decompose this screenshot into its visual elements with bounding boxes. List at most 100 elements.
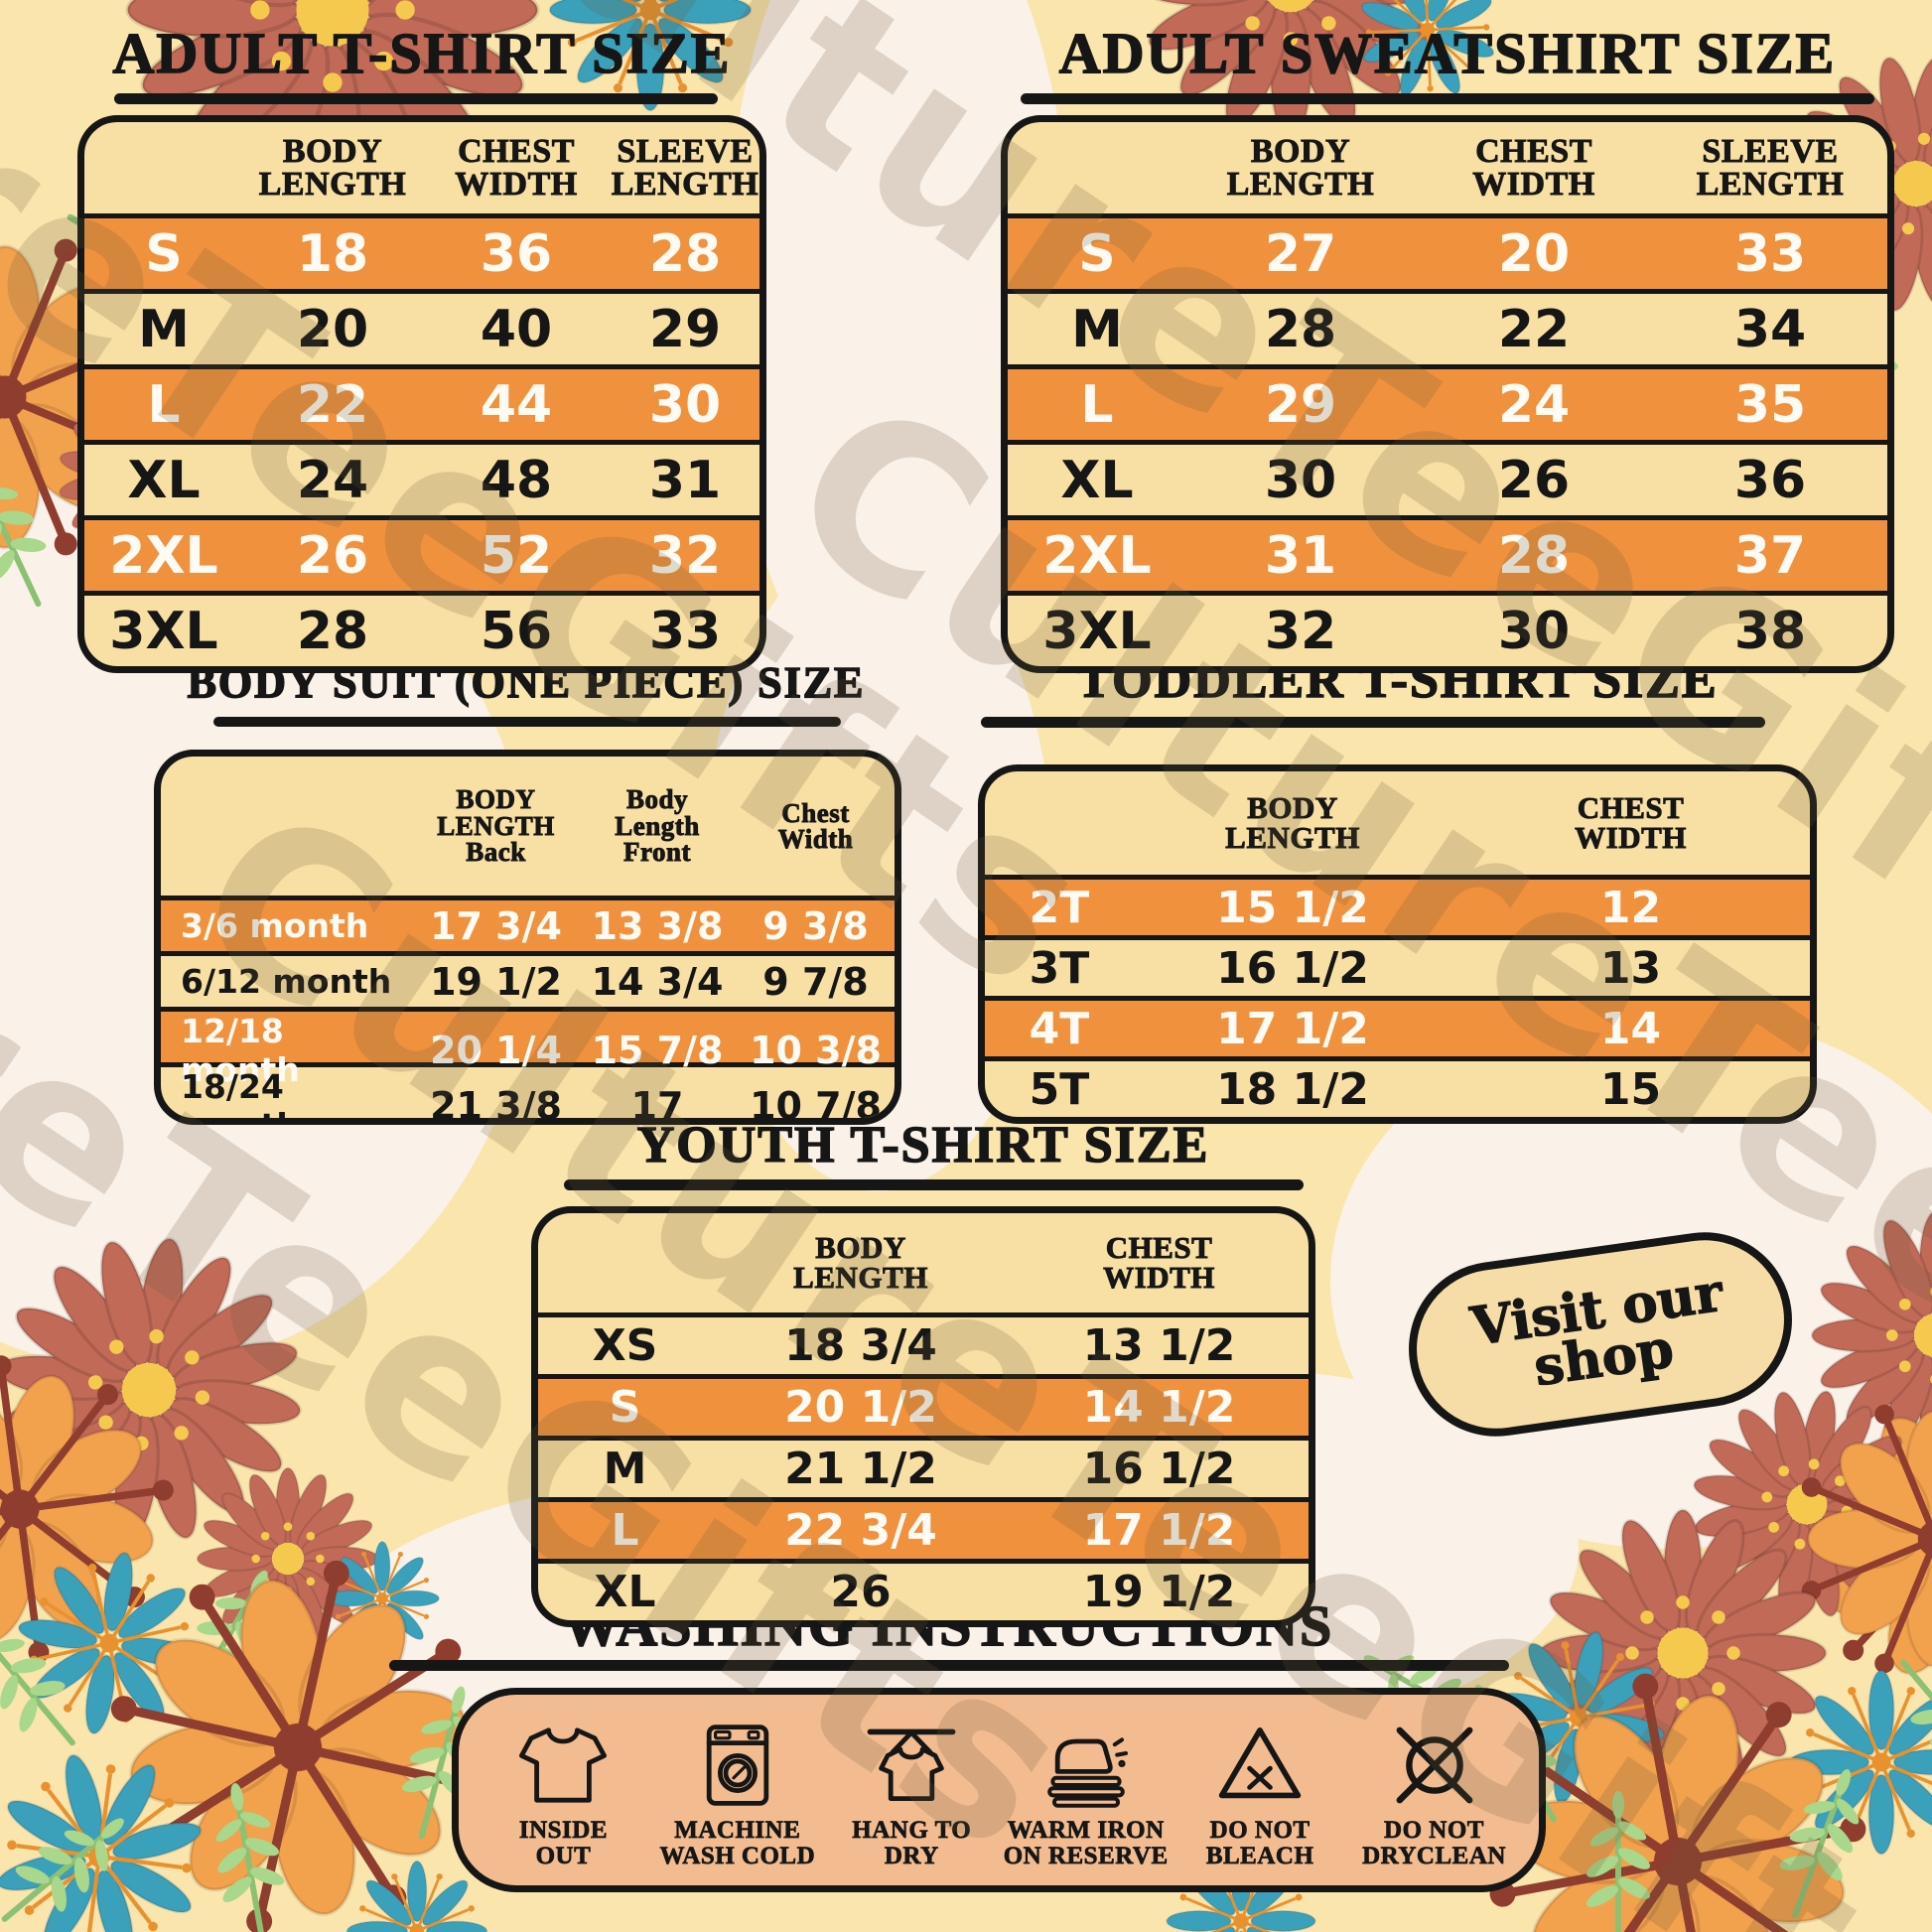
table-header-row: BODY LENGTH CHEST WIDTH SLEEVE LENGTH [1008,122,1887,213]
table-row: 3T 16 1/2 13 [985,935,1810,996]
size-label: 4T [1029,1003,1090,1054]
youth-table: BODY LENGTH CHEST WIDTH XS 18 3/4 13 1/2 S 20 … [531,1206,1315,1627]
wash-item-warm-iron: WARM IRON ON RESERVE [1001,1712,1172,1869]
size-value: 27 [1264,223,1337,284]
size-label: 3XL [1042,601,1152,661]
size-value: 22 3/4 [784,1505,937,1556]
table-row: 2T 15 1/2 12 [985,875,1810,935]
column-header: BODY LENGTH [1226,132,1375,203]
size-value: 13 1/2 [1082,1320,1236,1371]
size-value: 17 1/2 [1082,1505,1236,1556]
size-value: 17 1/2 [1216,1003,1369,1054]
size-value: 10 3/8 [750,1029,882,1072]
size-value: 9 3/8 [762,903,869,948]
size-value: 20 1/2 [784,1382,937,1433]
size-value: 44 [480,374,553,435]
column-header: BODY LENGTH [793,1229,928,1295]
size-value: 36 [1733,450,1807,510]
adult-sweatshirt-table: BODY LENGTH CHEST WIDTH SLEEVE LENGTH S 27 20… [1001,115,1894,673]
size-value: 40 [480,299,553,359]
table-header-row: BODY LENGTH CHEST WIDTH SLEEVE LENGTH [84,122,759,213]
size-value: 16 1/2 [1216,942,1369,994]
wash-label: HANG TO DRY [852,1816,972,1869]
size-value: 33 [1733,223,1807,284]
size-value: 15 [1599,1063,1662,1115]
size-label: 2T [1029,882,1090,933]
size-value: 28 [1264,299,1337,359]
washing-instructions-panel: INSIDE OUT MACHINE WASH COLD [452,1688,1546,1892]
badge-line-2: shop [1530,1317,1678,1399]
wash-item-inside-out: INSIDE OUT [478,1712,648,1869]
size-label: XS [592,1320,658,1371]
table-row: XL 24 48 31 [84,440,759,515]
size-label: S [145,223,183,284]
table-row: S 20 1/2 14 1/2 [538,1374,1309,1436]
bodysuit-table: BODY LENGTH Back Body Length Front Chest W… [154,750,901,1125]
title-underline [981,717,1765,728]
size-value: 20 [1497,223,1571,284]
table-row: M 28 22 34 [1008,289,1887,364]
column-header: BODY LENGTH [1225,789,1360,855]
size-value: 26 [1497,450,1571,510]
size-value: 30 [1264,450,1337,510]
size-value: 24 [1497,374,1571,435]
washing-machine-icon [690,1712,785,1813]
size-value: 56 [480,601,553,661]
size-value: 9 7/8 [762,959,869,1004]
size-value: 48 [480,450,553,510]
column-header: CHEST WIDTH [1575,789,1687,855]
size-value: 13 [1599,942,1662,994]
size-value: 18 [296,223,369,284]
size-value: 22 [296,374,369,435]
size-value: 17 3/4 [430,903,562,948]
size-value: 26 [830,1567,892,1617]
size-value: 26 [296,525,369,586]
title-underline [114,93,718,104]
size-value: 29 [648,299,722,359]
toddler-table: BODY LENGTH CHEST WIDTH 2T 15 1/2 12 3T 16 1/2… [978,764,1817,1124]
size-label: S [609,1382,641,1433]
size-label: L [147,374,181,435]
column-header: CHEST WIDTH [1472,132,1595,203]
column-header: BODY LENGTH [258,132,407,203]
size-value: 12 [1599,882,1662,933]
table-row: 2XL 26 52 32 [84,515,759,591]
wash-item-no-bleach: DO NOT BLEACH [1174,1712,1345,1869]
size-value: 35 [1733,374,1807,435]
size-value: 32 [1264,601,1337,661]
wash-label: MACHINE WASH COLD [659,1816,816,1869]
table-row: L 29 24 35 [1008,364,1887,440]
table-header-row: BODY LENGTH CHEST WIDTH [538,1213,1309,1312]
size-value: 15 7/8 [591,1029,724,1072]
adult-tshirt-title: ADULT T-SHIRT SIZE [112,20,732,86]
size-value: 21 3/8 [430,1084,562,1125]
do-not-bleach-icon [1212,1712,1308,1813]
size-label: M [138,299,190,359]
size-label: XL [1060,450,1134,510]
size-label: L [1080,374,1114,435]
size-value: 37 [1733,525,1807,586]
table-header-row: BODY LENGTH Back Body Length Front Chest W… [161,757,895,896]
wash-item-no-dryclean: DO NOT DRYCLEAN [1349,1712,1520,1869]
wash-label: DO NOT BLEACH [1205,1816,1314,1869]
hang-to-dry-icon [864,1712,959,1813]
table-row: S 27 20 33 [1008,213,1887,289]
size-label: 3T [1029,942,1090,994]
size-value: 28 [1497,525,1571,586]
size-value: 18 3/4 [784,1320,937,1371]
size-value: 21 1/2 [784,1444,937,1494]
title-underline [1021,93,1874,104]
wash-label: WARM IRON ON RESERVE [1003,1816,1169,1869]
size-value: 15 1/2 [1216,882,1369,933]
size-value: 14 1/2 [1082,1382,1236,1433]
table-row: L 22 44 30 [84,364,759,440]
size-value: 32 [648,525,722,586]
table-row: 5T 18 1/2 15 [985,1056,1810,1117]
table-row: M 20 40 29 [84,289,759,364]
size-label: L [611,1505,639,1556]
size-value: 20 1/4 [430,1029,562,1072]
size-value: 19 1/2 [430,959,562,1004]
size-value: 16 1/2 [1082,1444,1236,1494]
